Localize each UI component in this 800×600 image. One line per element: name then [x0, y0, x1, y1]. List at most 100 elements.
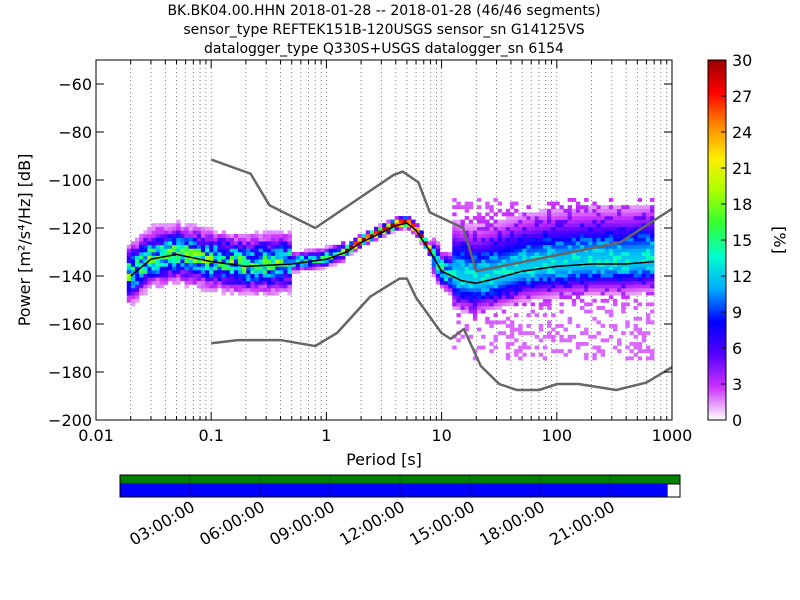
heatmap-cell: [584, 208, 589, 213]
heatmap-cell: [184, 237, 189, 242]
heatmap-cell: [188, 226, 194, 231]
heatmap-cell: [213, 270, 218, 274]
heatmap-cell: [242, 270, 247, 274]
heatmap-cell: [444, 284, 449, 289]
heatmap-cell: [147, 255, 152, 260]
heatmap-cell: [415, 226, 420, 231]
heatmap-cell: [567, 291, 573, 296]
heatmap-cell: [464, 288, 470, 292]
heatmap-cell: [460, 309, 465, 314]
heatmap-cell: [126, 295, 132, 300]
heatmap-cell: [151, 252, 156, 256]
heatmap-cell: [650, 252, 655, 256]
heatmap-cell: [444, 262, 449, 267]
heatmap-cell: [423, 237, 428, 242]
heatmap-cell: [406, 226, 412, 231]
heatmap-cell: [608, 277, 614, 282]
heatmap-cell: [542, 252, 548, 256]
heatmap-cell: [233, 259, 239, 264]
heatmap-cell: [547, 291, 552, 296]
heatmap-cell: [608, 226, 614, 231]
heatmap-cell: [328, 259, 334, 264]
heatmap-cell: [209, 230, 214, 235]
heatmap-cell: [617, 342, 622, 346]
heatmap-cell: [468, 273, 474, 278]
heatmap-cell: [584, 327, 589, 332]
heatmap-cell: [213, 262, 218, 267]
heatmap-cell: [579, 237, 585, 242]
heatmap-cell: [341, 244, 346, 249]
heatmap-cell: [485, 306, 490, 310]
heatmap-cell: [481, 306, 486, 310]
heatmap-cell: [633, 252, 638, 256]
heatmap-cell: [209, 288, 214, 292]
heatmap-cell: [460, 266, 465, 271]
heatmap-cell: [332, 248, 338, 253]
heatmap-cell: [641, 273, 647, 278]
heatmap-cell: [225, 259, 231, 264]
heatmap-cell: [485, 259, 490, 264]
heatmap-cell: [592, 201, 597, 206]
heatmap-cell: [456, 201, 461, 206]
heatmap-cell: [172, 226, 177, 231]
heatmap-cell: [283, 270, 288, 274]
heatmap-cell: [435, 244, 441, 249]
heatmap-cell: [518, 226, 523, 231]
heatmap-cell: [200, 266, 206, 271]
heatmap-cell: [353, 241, 358, 246]
heatmap-cell: [464, 252, 470, 256]
heatmap-cell: [283, 259, 288, 264]
heatmap-cell: [612, 219, 618, 224]
heatmap-cell: [419, 241, 424, 246]
heatmap-cell: [167, 270, 173, 274]
heatmap-cell: [579, 259, 585, 264]
heatmap-cell: [312, 255, 317, 260]
heatmap-cell: [612, 345, 618, 350]
heatmap-cell: [143, 234, 148, 238]
heatmap-cell: [588, 252, 593, 256]
heatmap-cell: [522, 280, 527, 285]
heatmap-cell: [621, 273, 626, 278]
heatmap-cell: [621, 219, 626, 224]
heatmap-cell: [431, 266, 437, 271]
heatmap-cell: [266, 277, 272, 282]
heatmap-cell: [167, 230, 173, 235]
heatmap-cell: [435, 266, 441, 271]
heatmap-cell: [625, 219, 630, 224]
heatmap-cell: [538, 352, 544, 357]
heatmap-cell: [547, 270, 552, 274]
heatmap-cell: [481, 298, 486, 303]
heatmap-cell: [468, 266, 474, 271]
heatmap-cell: [229, 291, 235, 296]
heatmap-cell: [167, 226, 173, 231]
heatmap-cell: [476, 226, 482, 231]
heatmap-cell: [538, 252, 544, 256]
heatmap-cell: [275, 273, 280, 278]
heatmap-cell: [612, 324, 618, 328]
heatmap-cell: [200, 252, 206, 256]
heatmap-cell: [287, 259, 292, 264]
heatmap-cell: [538, 212, 544, 217]
heatmap-cell: [501, 295, 507, 300]
heatmap-cell: [509, 277, 515, 282]
heatmap-cell: [250, 270, 255, 274]
heatmap-cell: [600, 237, 606, 242]
heatmap-cell: [287, 266, 292, 271]
heatmap-cell: [617, 259, 622, 264]
heatmap-cell: [229, 234, 235, 238]
heatmap-cell: [485, 248, 490, 253]
heatmap-cell: [522, 298, 527, 303]
heatmap-cell: [233, 252, 239, 256]
heatmap-cell: [571, 244, 577, 249]
heatmap-cell: [604, 237, 610, 242]
heatmap-cell: [130, 298, 136, 303]
heatmap-cell: [279, 248, 284, 253]
heatmap-cell: [279, 270, 284, 274]
heatmap-cell: [547, 280, 552, 285]
heatmap-cell: [217, 248, 222, 253]
heatmap-cell: [221, 237, 226, 242]
heatmap-cell: [604, 208, 610, 213]
heatmap-cell: [402, 223, 408, 228]
heatmap-cell: [621, 230, 626, 235]
heatmap-cell: [493, 262, 498, 267]
